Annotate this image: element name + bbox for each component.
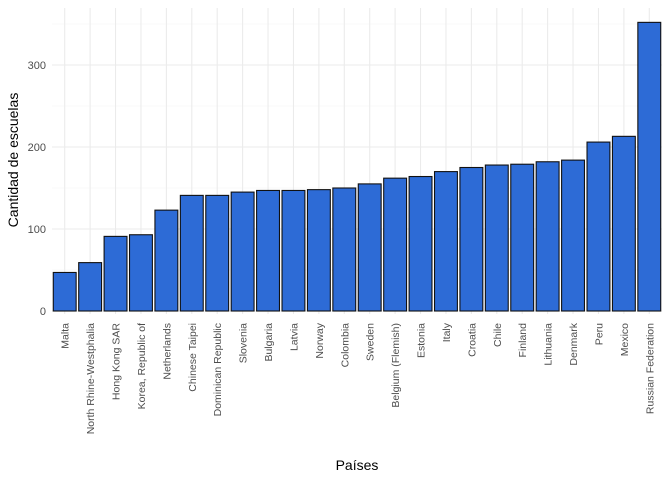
- bar: [510, 163, 535, 312]
- x-tick-label: Denmark: [568, 322, 580, 365]
- y-axis-ticks: 0 100 200 300: [28, 60, 46, 318]
- x-tick-label: Dominican Republic: [212, 323, 224, 416]
- x-tick-label: Sweden: [365, 323, 377, 361]
- bar: [103, 235, 128, 312]
- y-tick-label: 0: [40, 306, 46, 318]
- bar: [154, 209, 179, 312]
- bar: [433, 171, 458, 312]
- bar: [52, 271, 77, 312]
- bar: [179, 194, 204, 312]
- y-axis-title: Cantidad de escuelas: [5, 93, 21, 228]
- x-tick-label: Bulgaria: [263, 323, 275, 362]
- x-tick-label: Hong Kong SAR: [111, 323, 123, 400]
- x-tick-label: Belgium (Flemish): [390, 323, 402, 408]
- bar: [281, 189, 306, 312]
- bar: [484, 164, 509, 312]
- bar: [637, 21, 662, 312]
- x-tick-label: Latvia: [288, 323, 300, 351]
- bar: [561, 159, 586, 312]
- y-tick-label: 300: [28, 60, 46, 72]
- bar: [306, 189, 331, 312]
- x-tick-label: Mexico: [619, 323, 631, 356]
- x-tick-label: Chile: [492, 323, 504, 347]
- x-tick-label: Croatia: [466, 323, 478, 357]
- x-axis-title: Países: [336, 457, 379, 473]
- bar: [230, 191, 255, 312]
- x-tick-label: Chinese Taipei: [187, 323, 199, 392]
- x-tick-label: North Rhine-Westphalia: [85, 323, 97, 434]
- y-tick-label: 200: [28, 142, 46, 154]
- x-axis-ticks: Malta North Rhine-Westphalia Hong Kong SAR…: [60, 322, 657, 434]
- bars: [52, 21, 662, 312]
- x-tick-label: Norway: [314, 322, 326, 358]
- x-tick-label: Malta: [60, 323, 72, 349]
- x-tick-label: Russian Federation: [644, 323, 656, 414]
- bar: [611, 135, 636, 312]
- bar: [332, 187, 357, 312]
- x-tick-label: Peru: [593, 323, 605, 345]
- x-tick-label: Korea, Republic of: [136, 323, 148, 409]
- bar: [78, 262, 103, 312]
- bar: [205, 194, 230, 312]
- bar: [408, 175, 433, 312]
- bar: [459, 166, 484, 312]
- bar: [256, 189, 281, 312]
- x-tick-label: Finland: [517, 323, 529, 358]
- x-tick-label: Lithuania: [543, 323, 555, 366]
- bar: [128, 234, 153, 312]
- bar: [535, 161, 560, 312]
- y-tick-label: 100: [28, 224, 46, 236]
- x-tick-label: Italy: [441, 322, 453, 342]
- x-tick-label: Netherlands: [161, 323, 173, 380]
- bar: [357, 183, 382, 312]
- bar: [586, 141, 611, 312]
- x-tick-label: Estonia: [416, 323, 428, 358]
- bar: [383, 177, 408, 312]
- x-tick-label: Colombia: [339, 323, 351, 368]
- x-tick-label: Slovenia: [238, 323, 250, 363]
